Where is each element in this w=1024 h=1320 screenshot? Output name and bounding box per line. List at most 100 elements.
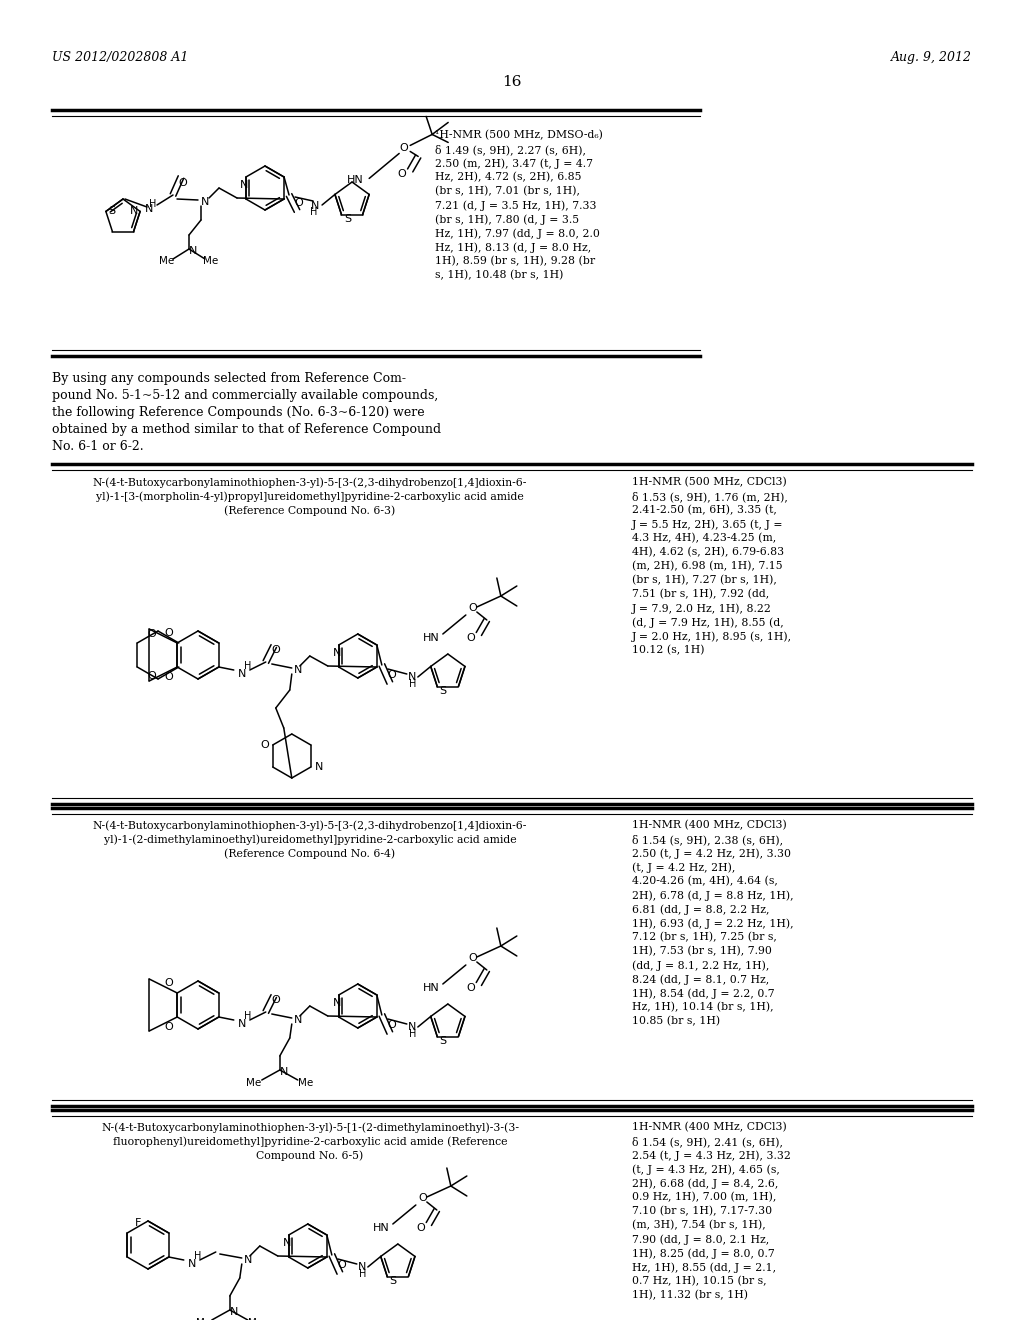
Text: δ 1.53 (s, 9H), 1.76 (m, 2H),: δ 1.53 (s, 9H), 1.76 (m, 2H), <box>632 491 787 502</box>
Text: HN: HN <box>373 1224 389 1233</box>
Text: J = 5.5 Hz, 2H), 3.65 (t, J =: J = 5.5 Hz, 2H), 3.65 (t, J = <box>632 519 783 529</box>
Text: (m, 3H), 7.54 (br s, 1H),: (m, 3H), 7.54 (br s, 1H), <box>632 1220 766 1230</box>
Text: H: H <box>150 199 157 209</box>
Text: Aug. 9, 2012: Aug. 9, 2012 <box>891 51 972 65</box>
Text: O: O <box>295 198 303 209</box>
Text: N: N <box>357 1262 366 1272</box>
Text: Me: Me <box>204 256 219 267</box>
Text: 7.51 (br s, 1H), 7.92 (dd,: 7.51 (br s, 1H), 7.92 (dd, <box>632 589 769 599</box>
Text: O: O <box>260 741 269 750</box>
Text: fluorophenyl)ureidomethyl]pyridine-2-carboxylic acid amide (Reference: fluorophenyl)ureidomethyl]pyridine-2-car… <box>113 1137 507 1147</box>
Text: O: O <box>147 671 157 681</box>
Text: ¹H-NMR (500 MHz, DMSO-d₆): ¹H-NMR (500 MHz, DMSO-d₆) <box>435 129 603 140</box>
Text: O: O <box>468 603 477 612</box>
Text: N: N <box>314 762 323 772</box>
Text: S: S <box>109 206 116 216</box>
Text: obtained by a method similar to that of Reference Compound: obtained by a method similar to that of … <box>52 422 441 436</box>
Text: yl)-1-[3-(morpholin-4-yl)propyl]ureidomethyl]pyridine-2-carboxylic acid amide: yl)-1-[3-(morpholin-4-yl)propyl]ureidome… <box>96 491 524 502</box>
Text: O: O <box>338 1261 346 1270</box>
Text: Hz, 1H), 10.14 (br s, 1H),: Hz, 1H), 10.14 (br s, 1H), <box>632 1002 773 1012</box>
Text: S: S <box>439 685 446 696</box>
Text: δ 1.54 (s, 9H), 2.41 (s, 6H),: δ 1.54 (s, 9H), 2.41 (s, 6H), <box>632 1137 783 1147</box>
Text: HN: HN <box>423 983 439 993</box>
Text: 1H-NMR (500 MHz, CDCl3): 1H-NMR (500 MHz, CDCl3) <box>632 477 786 487</box>
Text: N: N <box>240 180 248 190</box>
Text: (m, 2H), 6.98 (m, 1H), 7.15: (m, 2H), 6.98 (m, 1H), 7.15 <box>632 561 782 572</box>
Text: N: N <box>408 672 416 682</box>
Text: 10.12 (s, 1H): 10.12 (s, 1H) <box>632 645 705 655</box>
Text: s, 1H), 10.48 (br s, 1H): s, 1H), 10.48 (br s, 1H) <box>435 271 563 280</box>
Text: H: H <box>410 1030 417 1039</box>
Text: (br s, 1H), 7.27 (br s, 1H),: (br s, 1H), 7.27 (br s, 1H), <box>632 576 777 585</box>
Text: N: N <box>294 1015 302 1026</box>
Text: 2.41-2.50 (m, 6H), 3.35 (t,: 2.41-2.50 (m, 6H), 3.35 (t, <box>632 506 777 515</box>
Text: H: H <box>410 678 417 689</box>
Text: N: N <box>244 1255 252 1265</box>
Text: N: N <box>238 669 246 678</box>
Text: (Reference Compound No. 6-4): (Reference Compound No. 6-4) <box>224 847 395 858</box>
Text: (br s, 1H), 7.80 (d, J = 3.5: (br s, 1H), 7.80 (d, J = 3.5 <box>435 214 580 224</box>
Text: N: N <box>201 197 209 207</box>
Text: Me: Me <box>160 256 175 267</box>
Text: O: O <box>271 645 281 655</box>
Text: 6.81 (dd, J = 8.8, 2.2 Hz,: 6.81 (dd, J = 8.8, 2.2 Hz, <box>632 904 769 915</box>
Text: Hz, 1H), 8.13 (d, J = 8.0 Hz,: Hz, 1H), 8.13 (d, J = 8.0 Hz, <box>435 242 591 252</box>
Text: N: N <box>144 205 154 214</box>
Text: N: N <box>238 1019 246 1030</box>
Text: O: O <box>178 178 187 187</box>
Text: 1H), 8.54 (dd, J = 2.2, 0.7: 1H), 8.54 (dd, J = 2.2, 0.7 <box>632 987 774 998</box>
Text: US 2012/0202808 A1: US 2012/0202808 A1 <box>52 51 188 65</box>
Text: 4H), 4.62 (s, 2H), 6.79-6.83: 4H), 4.62 (s, 2H), 6.79-6.83 <box>632 546 784 557</box>
Text: H: H <box>195 1251 202 1261</box>
Text: pound No. 5-1~5-12 and commercially available compounds,: pound No. 5-1~5-12 and commercially avai… <box>52 389 438 403</box>
Text: N-(4-t-Butoxycarbonylaminothiophen-3-yl)-5-[3-(2,3-dihydrobenzo[1,4]dioxin-6-: N-(4-t-Butoxycarbonylaminothiophen-3-yl)… <box>93 820 527 830</box>
Text: N-(4-t-Butoxycarbonylaminothiophen-3-yl)-5-[3-(2,3-dihydrobenzo[1,4]dioxin-6-: N-(4-t-Butoxycarbonylaminothiophen-3-yl)… <box>93 477 527 487</box>
Text: Compound No. 6-5): Compound No. 6-5) <box>256 1150 364 1160</box>
Text: N: N <box>333 998 341 1008</box>
Text: 1H), 11.32 (br s, 1H): 1H), 11.32 (br s, 1H) <box>632 1290 748 1300</box>
Text: 1H), 8.25 (dd, J = 8.0, 0.7: 1H), 8.25 (dd, J = 8.0, 0.7 <box>632 1247 775 1258</box>
Text: N-(4-t-Butoxycarbonylaminothiophen-3-yl)-5-[1-(2-dimethylaminoethyl)-3-(3-: N-(4-t-Butoxycarbonylaminothiophen-3-yl)… <box>101 1122 519 1133</box>
Text: 1H-NMR (400 MHz, CDCl3): 1H-NMR (400 MHz, CDCl3) <box>632 820 786 830</box>
Text: No. 6-1 or 6-2.: No. 6-1 or 6-2. <box>52 440 143 453</box>
Text: Hz, 1H), 7.97 (dd, J = 8.0, 2.0: Hz, 1H), 7.97 (dd, J = 8.0, 2.0 <box>435 228 600 239</box>
Text: S: S <box>439 1036 446 1045</box>
Text: O: O <box>417 1224 425 1233</box>
Text: By using any compounds selected from Reference Com-: By using any compounds selected from Ref… <box>52 372 406 385</box>
Text: N: N <box>311 201 319 211</box>
Text: N: N <box>188 246 198 256</box>
Text: 7.10 (br s, 1H), 7.17-7.30: 7.10 (br s, 1H), 7.17-7.30 <box>632 1206 772 1216</box>
Text: (Reference Compound No. 6-3): (Reference Compound No. 6-3) <box>224 506 395 516</box>
Text: 16: 16 <box>502 75 522 88</box>
Text: N: N <box>229 1307 238 1317</box>
Text: 2H), 6.78 (d, J = 8.8 Hz, 1H),: 2H), 6.78 (d, J = 8.8 Hz, 1H), <box>632 890 794 900</box>
Text: O: O <box>271 995 281 1005</box>
Text: N: N <box>280 1067 288 1077</box>
Text: H: H <box>244 1011 252 1020</box>
Text: (br s, 1H), 7.01 (br s, 1H),: (br s, 1H), 7.01 (br s, 1H), <box>435 186 580 197</box>
Text: 1H), 8.59 (br s, 1H), 9.28 (br: 1H), 8.59 (br s, 1H), 9.28 (br <box>435 256 595 267</box>
Text: (d, J = 7.9 Hz, 1H), 8.55 (d,: (d, J = 7.9 Hz, 1H), 8.55 (d, <box>632 616 783 627</box>
Text: the following Reference Compounds (No. 6-3~6-120) were: the following Reference Compounds (No. 6… <box>52 407 425 418</box>
Text: 10.85 (br s, 1H): 10.85 (br s, 1H) <box>632 1016 720 1027</box>
Text: 1H-NMR (400 MHz, CDCl3): 1H-NMR (400 MHz, CDCl3) <box>632 1122 786 1133</box>
Text: (t, J = 4.3 Hz, 2H), 4.65 (s,: (t, J = 4.3 Hz, 2H), 4.65 (s, <box>632 1164 780 1175</box>
Text: N: N <box>187 1259 196 1269</box>
Text: δ 1.54 (s, 9H), 2.38 (s, 6H),: δ 1.54 (s, 9H), 2.38 (s, 6H), <box>632 834 783 845</box>
Text: Me: Me <box>246 1078 261 1088</box>
Text: N: N <box>294 665 302 675</box>
Text: N: N <box>283 1238 291 1247</box>
Text: 4.20-4.26 (m, 4H), 4.64 (s,: 4.20-4.26 (m, 4H), 4.64 (s, <box>632 876 778 886</box>
Text: O: O <box>147 630 157 639</box>
Text: N: N <box>130 206 138 216</box>
Text: HN: HN <box>347 176 364 185</box>
Text: (t, J = 4.2 Hz, 2H),: (t, J = 4.2 Hz, 2H), <box>632 862 735 873</box>
Text: 7.12 (br s, 1H), 7.25 (br s,: 7.12 (br s, 1H), 7.25 (br s, <box>632 932 777 942</box>
Text: O: O <box>387 1020 396 1030</box>
Text: Me: Me <box>248 1317 263 1320</box>
Text: 7.21 (d, J = 3.5 Hz, 1H), 7.33: 7.21 (d, J = 3.5 Hz, 1H), 7.33 <box>435 201 597 211</box>
Text: yl)-1-(2-dimethylaminoethyl)ureidomethyl]pyridine-2-carboxylic acid amide: yl)-1-(2-dimethylaminoethyl)ureidomethyl… <box>103 834 516 845</box>
Text: J = 7.9, 2.0 Hz, 1H), 8.22: J = 7.9, 2.0 Hz, 1H), 8.22 <box>632 603 772 614</box>
Text: F: F <box>135 1218 141 1228</box>
Text: O: O <box>165 672 174 682</box>
